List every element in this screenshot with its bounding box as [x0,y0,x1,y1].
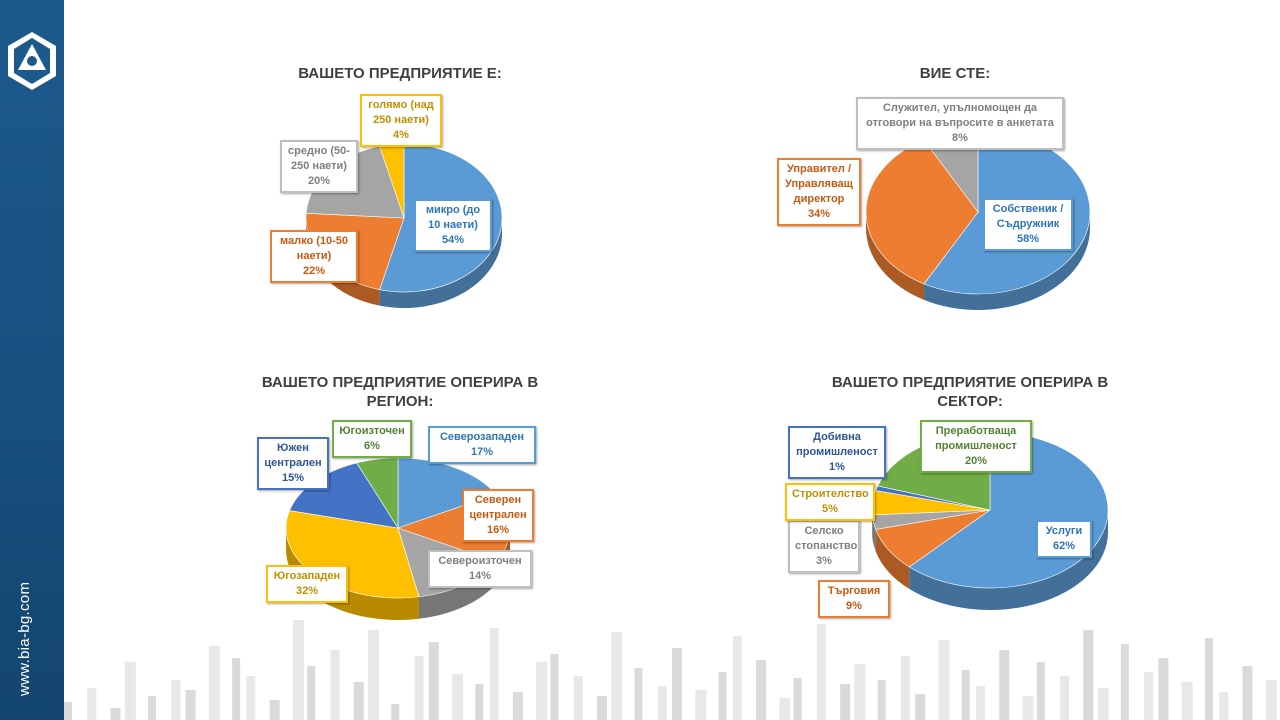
chart-title-company-size: ВАШЕТО ПРЕДПРИЯТИЕ Е: [298,65,502,82]
decorative-bar [307,666,316,720]
pie-slice-5 [356,457,399,530]
pie-slice-side [924,212,1090,311]
decorative-bar [611,632,623,720]
decorative-bar [1083,630,1094,720]
data-label-construction: Строителство 5% [785,483,875,521]
data-label-services: Услуги 62% [1036,520,1092,558]
pie-slice-side [379,218,502,308]
decorative-bar [208,646,220,720]
pie-slice-1 [865,139,979,285]
decorative-bar [368,630,379,720]
data-label-owner: Собственик / Съдружник 58% [983,198,1073,251]
decorative-bar [1158,658,1169,720]
decorative-bar [171,680,181,720]
decorative-bar [232,658,241,720]
data-label-medium: средно (50- 250 наети) 20% [280,140,358,193]
decorative-bar [185,690,196,720]
decorative-bar [900,656,910,720]
pie-slice-side [872,514,876,552]
decorative-bar [414,656,424,720]
decorative-bar [718,672,727,720]
data-label-south-central: Южен централен 15% [257,437,329,490]
chart-title-sector: ВАШЕТО ПРЕДПРИЯТИЕ ОПЕРИРА В СЕКТОР: [831,374,1109,410]
decorative-bar [1204,638,1213,720]
decorative-bar [292,620,304,720]
decorative-bar [732,636,742,720]
decorative-bar [148,696,157,720]
pie-slice-side [866,212,925,300]
decorative-bar [999,650,1010,720]
decorative-bar [87,688,97,720]
data-label-manufacturing: Преработваща промишленост 20% [920,420,1032,473]
decorative-bar [246,676,256,720]
data-label-mining: Добивна промишленост 1% [788,426,886,479]
chart-title-respondent-role: ВИЕ СТЕ: [919,65,991,82]
decorative-bar [536,662,548,720]
decorative-bar [596,696,607,720]
decorative-bar [1181,682,1193,720]
decorative-bars [64,620,1277,720]
data-label-agriculture: Селско стопанство 3% [788,520,860,573]
data-label-employee: Служител, упълномощен да отговори на въпр… [856,97,1064,150]
decorative-bar [428,642,439,720]
decorative-bar [330,650,340,720]
data-label-northwest: Северозападен 17% [428,426,536,464]
bia-logo-icon [8,32,56,90]
pie-slice-side [418,561,497,619]
decorative-bar [353,682,364,720]
decorative-bar [391,704,400,720]
decorative-bar [938,640,950,720]
decorative-bar [110,708,121,720]
decorative-bar [695,690,707,720]
decorative-bar [269,700,280,720]
pie-slice-side [875,529,910,589]
decorative-bar [1060,676,1070,720]
decorative-bar [915,694,926,720]
decorative-bar [489,628,499,720]
chart-title-region: ВАШЕТО ПРЕДПРИЯТИЕ ОПЕРИРА В РЕГИОН: [261,374,539,410]
decorative-bar [1120,644,1129,720]
decorative-bar [1242,666,1253,720]
decorative-bar [1022,696,1034,720]
decorative-bar [976,686,985,720]
decorative-bar [475,684,484,720]
decorative-bar [64,702,72,720]
decorative-bar [779,698,791,720]
decorative-bar [1219,692,1229,720]
data-label-north-central: Северен централен 16% [462,489,534,542]
decorative-bar [1097,688,1109,720]
data-label-southeast: Югоизточен 6% [332,420,412,458]
sidebar: www.bia-bg.com [0,0,64,720]
data-label-micro: микро (до 10 наети) 54% [414,199,492,252]
decorative-bar [550,654,559,720]
decorative-bar [840,684,851,720]
decorative-bar [877,680,886,720]
decorative-bar [573,676,583,720]
decorative-bar [1265,680,1277,720]
data-label-trade: Търговия 9% [818,580,890,618]
decorative-bar [793,678,802,720]
decorative-bar [1144,672,1154,720]
decorative-bar [124,662,136,720]
decorative-bar [657,686,667,720]
decorative-bar [512,692,523,720]
pie-slice-side [909,510,1108,610]
decorative-bar [1036,662,1045,720]
decorative-bar [961,670,970,720]
decorative-bar [672,648,682,720]
decorative-bar [634,668,643,720]
decorative-bar [756,660,767,720]
data-label-small: малко (10-50 наети) 22% [270,230,358,283]
data-label-southwest: Югозападен 32% [266,565,348,603]
decorative-bar [816,624,826,720]
data-label-manager: Управител / Управляващ директор 34% [777,158,861,226]
data-label-northeast: Североизточен 14% [428,550,532,588]
decorative-bar [854,664,866,720]
decorative-bar [452,674,464,720]
data-label-large: голямо (над 250 наети) 4% [360,94,442,147]
